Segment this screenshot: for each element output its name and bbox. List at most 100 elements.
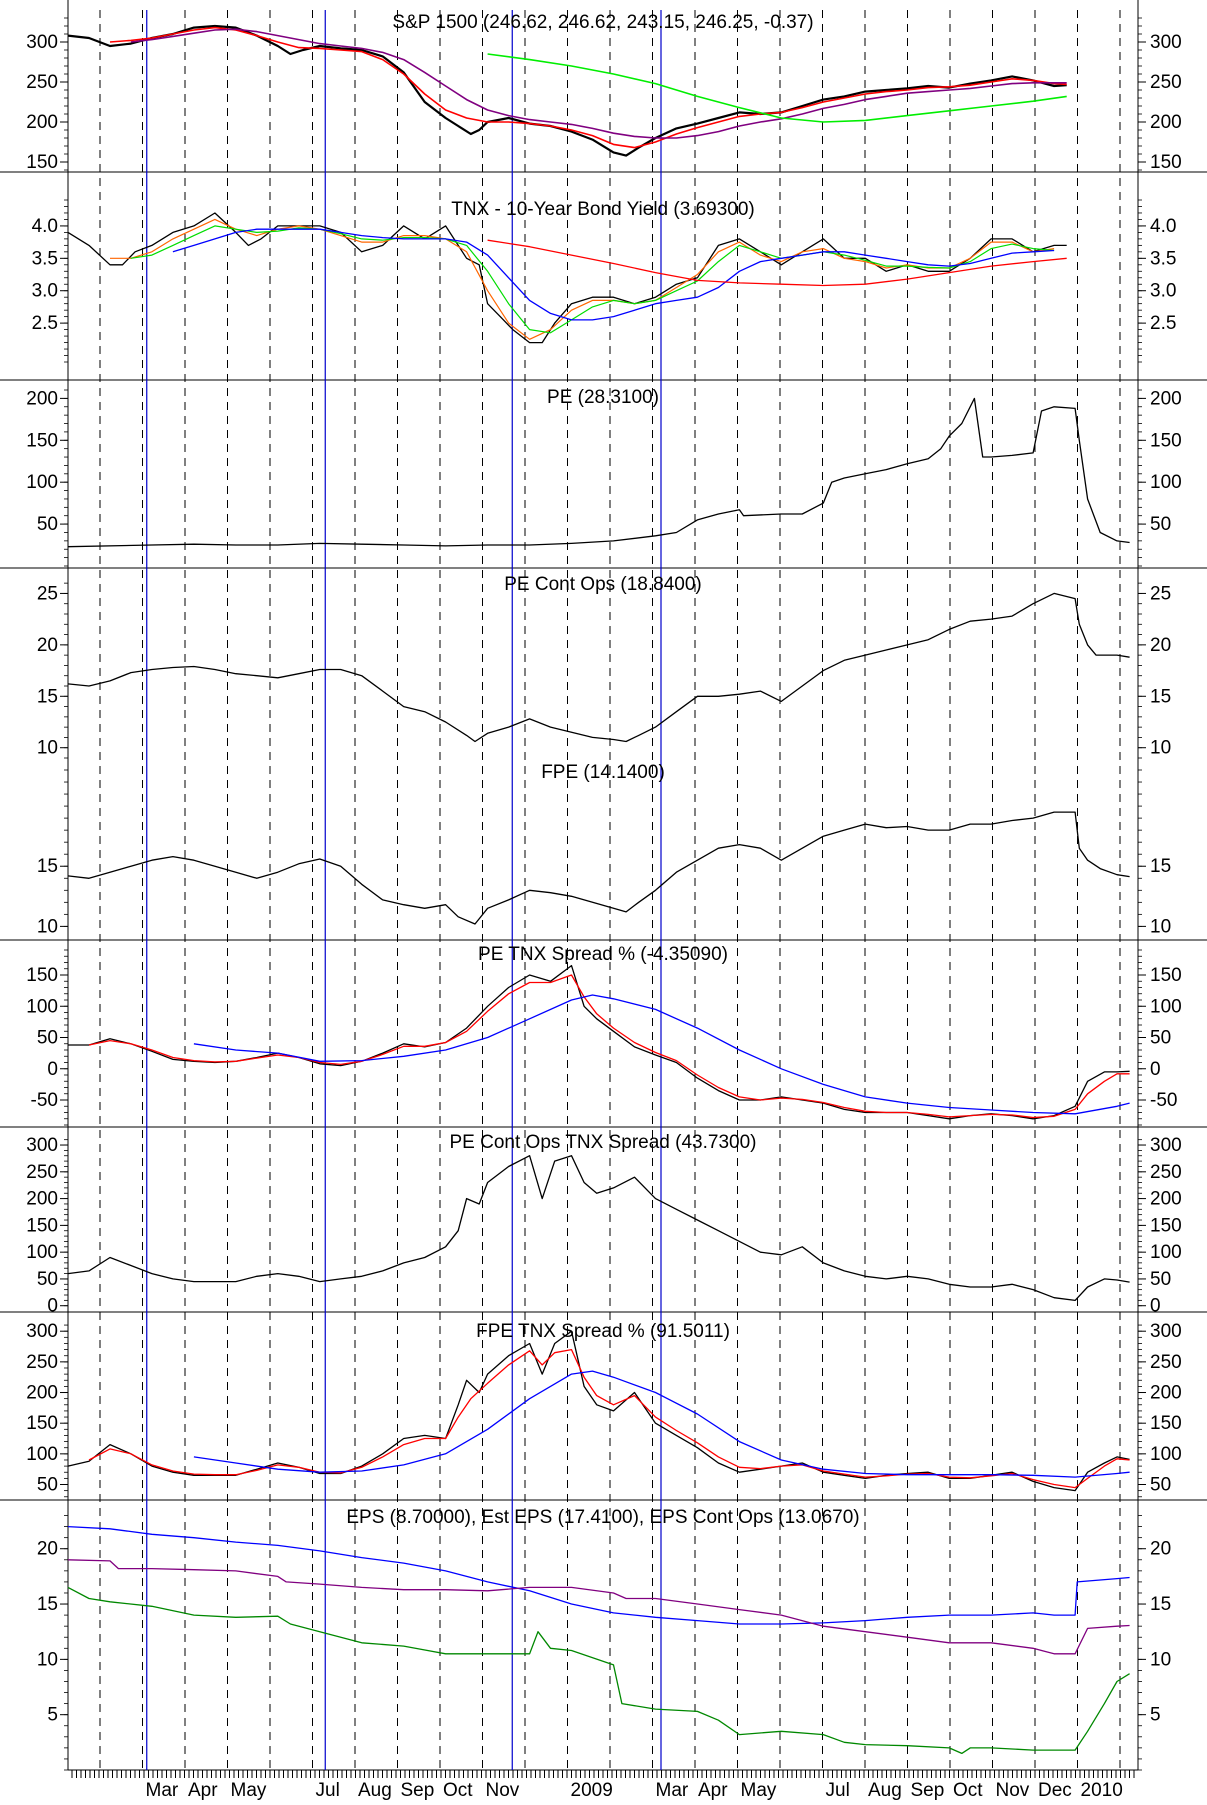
y-tick-label-left: 250 [26,72,58,93]
month-label: May [231,1780,267,1800]
y-tick-label-left: 100 [26,472,58,493]
y-tick-label-left: 200 [26,1383,58,1404]
y-tick-label-left: 50 [37,1475,58,1496]
x-axis-ticks [71,1770,1135,1778]
month-label: Oct [443,1780,473,1800]
y-tick-label-left: 200 [26,112,58,133]
series-line-pe-tnx-spread-2 [193,994,1130,1115]
y-tick-label-left: 3.5 [32,248,58,269]
y-tick-label-left: 50 [37,1028,58,1049]
y-tick-label-left: 20 [37,635,58,656]
series-line-fpe-0 [67,811,1130,925]
y-tick-label-left: 5 [47,1705,58,1726]
y-tick-label-left: 4.0 [32,216,58,237]
panel-title: TNX - 10-Year Bond Yield (3.69300) [451,199,754,220]
series-line-eps-0 [67,1525,1130,1625]
y-tick-label-left: 20 [37,1539,58,1560]
y-tick-label-right: 20 [1150,635,1171,656]
y-tick-label-right: 100 [1150,472,1182,493]
series-line-tnx-4 [487,239,1067,287]
panel-title: PE Cont Ops TNX Spread (43.7300) [450,1132,757,1153]
y-tick-label-right: 0 [1150,1059,1161,1080]
month-label: May [741,1780,777,1800]
y-tick-label-right: 200 [1150,1383,1182,1404]
y-tick-label-right: 50 [1150,1475,1171,1496]
y-tick-label-left: 100 [26,996,58,1017]
y-tick-label-right: 150 [1150,430,1182,451]
panel-title: EPS (8.70000), Est EPS (17.4100), EPS Co… [346,1507,859,1528]
month-label: Mar [656,1780,689,1800]
month-labels: Mar Apr May Jul Aug Sep Oct Nov 2009 Mar Apr May Jul… [146,1780,1123,1801]
series-line-pe-tnx-spread-1 [88,974,1130,1119]
panel-title: PE TNX Spread % (-4.35090) [478,944,728,965]
y-tick-label-right: 100 [1150,996,1182,1017]
month-label: Nov [486,1780,520,1800]
series-line-pe-0 [67,397,1130,548]
y-tick-label-left: 300 [26,1321,58,1342]
y-tick-label-right: 100 [1150,1242,1182,1263]
y-tick-label-right: 200 [1150,1189,1182,1210]
month-label: Dec [1038,1780,1072,1800]
month-label: Jul [316,1780,340,1800]
y-tick-label-right: 10 [1150,916,1171,937]
series-line-sp1500-3 [487,53,1067,123]
y-tick-label-right: 300 [1150,1135,1182,1156]
y-tick-label-right: 15 [1150,856,1171,877]
y-tick-label-right: 25 [1150,583,1171,604]
y-tick-label-right: 100 [1150,1444,1182,1465]
month-label: 2010 [1081,1780,1123,1800]
y-tick-label-left: 15 [37,686,58,707]
y-tick-label-right: 4.0 [1150,216,1176,237]
y-tick-label-right: 250 [1150,1162,1182,1183]
y-tick-label-left: 200 [26,388,58,409]
y-tick-label-right: 5 [1150,1705,1161,1726]
series-line-eps-1 [67,1559,1130,1655]
month-label: Sep [911,1780,945,1800]
y-tick-label-left: 10 [37,916,58,937]
y-tick-label-left: 200 [26,1189,58,1210]
y-tick-label-left: 3.0 [32,281,58,302]
y-tick-label-right: 250 [1150,72,1182,93]
y-tick-label-left: 150 [26,430,58,451]
y-tick-label-right: 3.5 [1150,248,1176,269]
y-tick-label-right: 10 [1150,1649,1171,1670]
y-tick-label-left: 150 [26,965,58,986]
month-label: Aug [358,1780,392,1800]
y-tick-label-left: 50 [37,514,58,535]
series-line-sp1500-2 [130,28,1067,139]
series-line-fpe-tnx-spread-2 [193,1370,1130,1478]
y-tick-label-right: 15 [1150,1594,1171,1615]
y-tick-label-right: 300 [1150,32,1182,53]
month-label: Nov [996,1780,1030,1800]
y-tick-label-right: 20 [1150,1539,1171,1560]
month-label: Apr [698,1780,728,1800]
panel-sp1500: S&P 1500 (246.62, 246.62, 243.15, 246.25… [26,12,1181,173]
month-label: Mar [146,1780,179,1800]
y-tick-label-right: 200 [1150,112,1182,133]
panel-pe: PE (28.3100) 50 50 100 100 150 150 200 200 [26,387,1182,567]
series-line-tnx-3 [172,228,1055,321]
y-tick-label-left: 50 [37,1269,58,1290]
y-tick-label-left: -50 [31,1090,58,1111]
y-tick-label-right: 50 [1150,1028,1171,1049]
y-tick-label-right: 2.5 [1150,313,1176,334]
y-tick-label-left: 0 [47,1296,58,1317]
month-label: Apr [188,1780,218,1800]
y-tick-label-left: 10 [37,738,58,759]
panel-pe-cont: PE Cont Ops (18.8400) 10 10 15 15 20 20 25 25 [37,574,1171,759]
panel-eps: EPS (8.70000), Est EPS (17.4100), EPS Co… [37,1507,1171,1771]
y-tick-label-right: -50 [1150,1090,1177,1111]
y-tick-label-left: 10 [37,1649,58,1670]
series-line-sp1500-1 [109,26,1067,149]
y-tick-label-right: 250 [1150,1352,1182,1373]
panel-fpe-tnx-spread: FPE TNX Spread % (91.5011) 50 50 100 100 150 1… [26,1321,1182,1498]
y-tick-label-left: 15 [37,1594,58,1615]
y-tick-label-left: 250 [26,1352,58,1373]
y-tick-label-right: 15 [1150,686,1171,707]
y-tick-label-left: 150 [26,1413,58,1434]
panel-title: FPE (14.1400) [541,762,665,783]
y-tick-label-right: 0 [1150,1296,1161,1317]
